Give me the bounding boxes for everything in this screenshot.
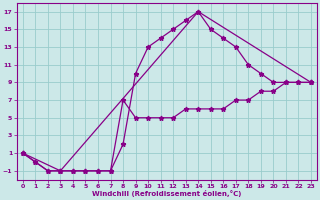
X-axis label: Windchill (Refroidissement éolien,°C): Windchill (Refroidissement éolien,°C) bbox=[92, 190, 242, 197]
